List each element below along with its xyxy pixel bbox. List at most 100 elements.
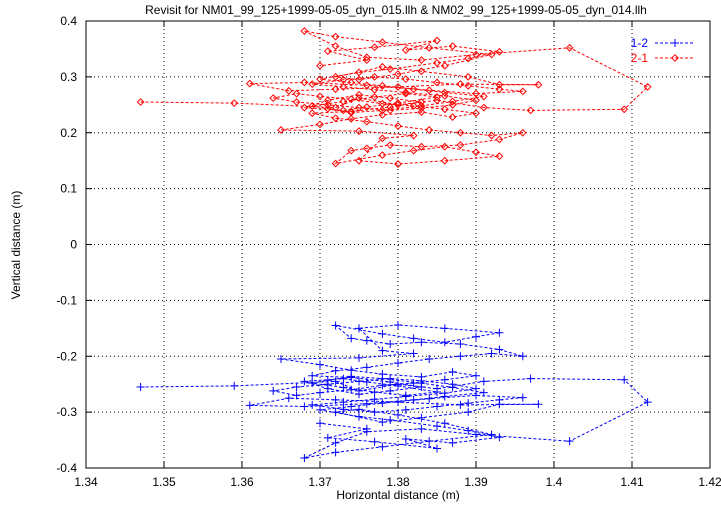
data-point <box>323 100 332 109</box>
data-point <box>433 444 441 453</box>
y-tick-label: -0.1 <box>56 293 77 307</box>
data-point <box>284 394 293 403</box>
data-point <box>472 384 480 393</box>
data-point <box>448 100 457 109</box>
data-point <box>394 83 402 91</box>
data-point <box>425 394 434 403</box>
data-point <box>495 345 504 354</box>
data-point <box>323 380 332 389</box>
data-point <box>456 339 465 348</box>
x-tick-label: 1.37 <box>308 475 332 489</box>
data-point <box>620 105 629 114</box>
data-point <box>440 419 449 428</box>
data-point <box>355 103 363 112</box>
legend-label: 1-2 <box>631 36 649 50</box>
data-point <box>394 160 402 168</box>
data-point <box>440 338 449 347</box>
data-point <box>401 89 410 98</box>
data-point <box>440 61 449 70</box>
data-point <box>401 434 410 443</box>
y-tick-label: 0.1 <box>60 182 77 196</box>
data-point <box>355 412 363 421</box>
data-point <box>378 106 387 115</box>
data-point <box>136 382 145 391</box>
y-tick-label: 0.3 <box>60 70 77 84</box>
data-point <box>409 395 418 404</box>
data-point <box>230 381 239 390</box>
data-point <box>339 374 348 383</box>
data-point <box>292 391 301 400</box>
data-point <box>472 89 480 98</box>
data-point <box>417 142 426 151</box>
data-point <box>378 329 387 338</box>
data-point <box>440 389 449 398</box>
data-point <box>386 103 395 111</box>
data-point <box>433 96 441 105</box>
x-tick-label: 1.39 <box>464 475 488 489</box>
data-point <box>409 131 418 140</box>
data-point <box>472 148 480 157</box>
data-point <box>331 85 340 94</box>
data-point <box>643 398 652 407</box>
data-point <box>425 437 434 446</box>
data-point <box>433 388 441 397</box>
data-point <box>671 39 679 47</box>
data-point <box>362 117 371 126</box>
series-line <box>140 30 649 165</box>
data-point <box>386 94 395 103</box>
data-point <box>362 399 371 408</box>
tick-layer: 1.34 1.35 1.36 1.37 1.38 1.39 1.4 1.41 1.42 0.4 0.… <box>56 14 721 489</box>
data-point <box>339 75 348 84</box>
data-point <box>394 410 402 419</box>
data-point <box>456 400 465 409</box>
data-point <box>355 324 363 333</box>
data-point <box>362 81 371 90</box>
data-point <box>355 377 363 386</box>
x-axis-label: Horizontal distance (m) <box>336 488 459 502</box>
data-point <box>394 99 402 108</box>
data-point <box>136 98 145 106</box>
data-point <box>339 97 348 106</box>
data-point <box>409 379 418 388</box>
data-point <box>378 62 387 71</box>
data-point <box>479 92 488 101</box>
data-point <box>323 433 332 442</box>
data-point <box>425 355 434 364</box>
data-point <box>347 114 356 123</box>
data-point <box>300 402 309 411</box>
data-point <box>362 103 371 111</box>
data-point <box>362 336 371 345</box>
data-point <box>300 27 309 35</box>
data-point <box>394 398 402 407</box>
data-point <box>495 47 504 56</box>
data-point <box>292 89 301 98</box>
data-point <box>245 401 254 410</box>
data-point <box>347 78 356 87</box>
data-point <box>479 388 488 397</box>
data-point <box>347 334 356 343</box>
data-point <box>448 97 457 106</box>
data-point <box>331 448 340 457</box>
data-point <box>347 107 356 116</box>
data-point <box>370 43 379 52</box>
data-point <box>378 418 387 427</box>
data-point <box>495 80 504 89</box>
series-layer <box>136 27 652 462</box>
data-point <box>331 32 340 41</box>
data-point <box>370 408 379 417</box>
data-point <box>386 106 395 115</box>
data-point <box>355 68 363 77</box>
data-point <box>378 151 387 160</box>
data-point <box>386 141 395 149</box>
data-point <box>417 338 426 347</box>
data-point <box>378 81 387 90</box>
data-point <box>394 381 402 390</box>
data-point <box>386 415 395 424</box>
data-point <box>464 426 473 435</box>
data-point <box>331 377 340 386</box>
data-point <box>487 430 496 439</box>
data-point <box>355 405 363 414</box>
y-axis-label: Vertical distance (m) <box>9 191 23 300</box>
data-point <box>331 114 340 123</box>
data-point <box>323 96 332 105</box>
